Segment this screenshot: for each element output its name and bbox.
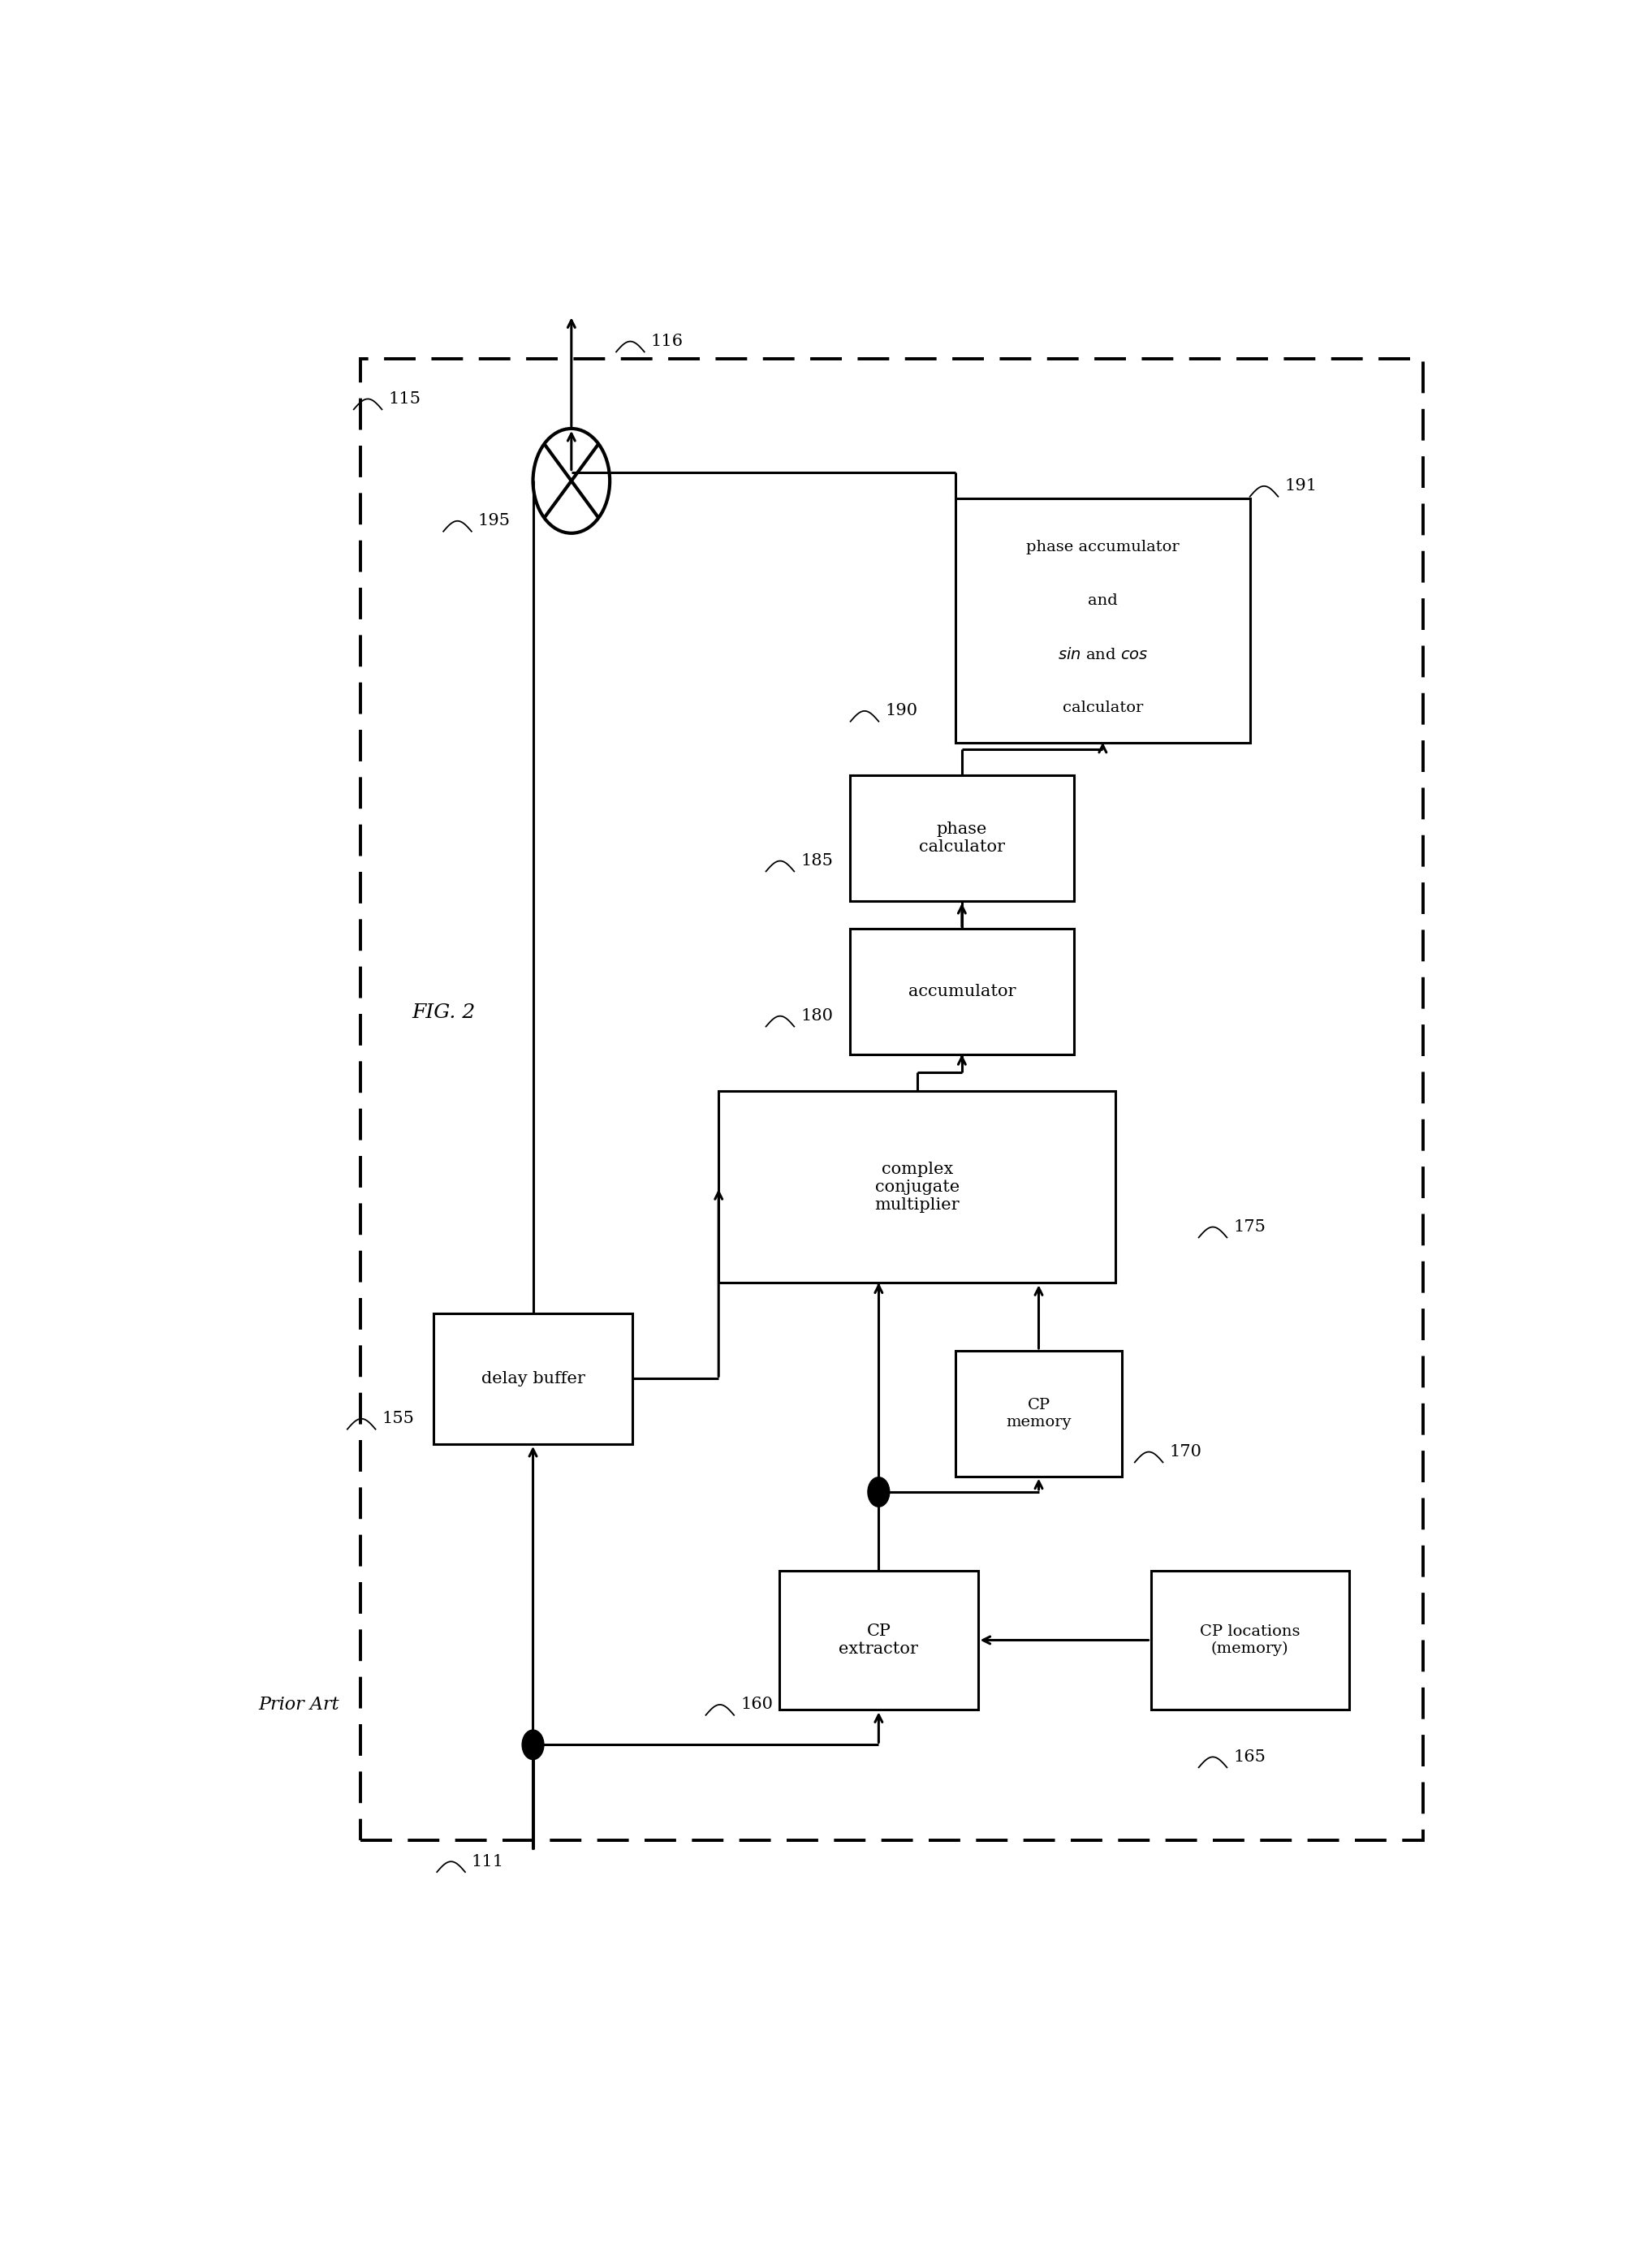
- Text: 111: 111: [471, 1854, 504, 1870]
- Text: phase accumulator: phase accumulator: [1026, 539, 1180, 555]
- Text: 175: 175: [1234, 1220, 1265, 1234]
- Text: 185: 185: [801, 854, 833, 869]
- Text: calculator: calculator: [1062, 702, 1143, 715]
- Text: accumulator: accumulator: [909, 985, 1016, 998]
- Text: 116: 116: [651, 333, 684, 349]
- Text: CP
extractor: CP extractor: [839, 1623, 919, 1657]
- Text: CP
memory: CP memory: [1006, 1397, 1072, 1429]
- Text: $\it{sin}$ and $\it{cos}$: $\it{sin}$ and $\it{cos}$: [1057, 648, 1148, 661]
- Bar: [849, 928, 1074, 1055]
- Text: FIG. 2: FIG. 2: [411, 1003, 476, 1021]
- Text: and: and: [1087, 593, 1118, 609]
- Circle shape: [867, 1476, 889, 1508]
- Text: CP locations
(memory): CP locations (memory): [1199, 1623, 1300, 1655]
- Text: 190: 190: [885, 704, 917, 718]
- Bar: [719, 1091, 1115, 1284]
- Bar: [1151, 1571, 1350, 1709]
- Text: 180: 180: [801, 1007, 833, 1023]
- Text: 165: 165: [1234, 1750, 1265, 1764]
- Text: 191: 191: [1285, 478, 1317, 494]
- Bar: [360, 358, 1422, 1841]
- Text: complex
conjugate
multiplier: complex conjugate multiplier: [874, 1161, 960, 1214]
- Text: phase
calculator: phase calculator: [919, 822, 1004, 856]
- Text: 115: 115: [388, 392, 421, 408]
- Bar: [434, 1313, 633, 1444]
- Text: 160: 160: [740, 1698, 773, 1712]
- Bar: [955, 498, 1251, 743]
- Text: 170: 170: [1170, 1444, 1201, 1460]
- Bar: [849, 777, 1074, 901]
- Bar: [780, 1571, 978, 1709]
- Text: delay buffer: delay buffer: [481, 1372, 585, 1386]
- Bar: [955, 1352, 1122, 1476]
- Text: 195: 195: [477, 514, 510, 530]
- Circle shape: [522, 1730, 544, 1759]
- Text: 155: 155: [382, 1410, 415, 1426]
- Text: Prior Art: Prior Art: [258, 1696, 339, 1714]
